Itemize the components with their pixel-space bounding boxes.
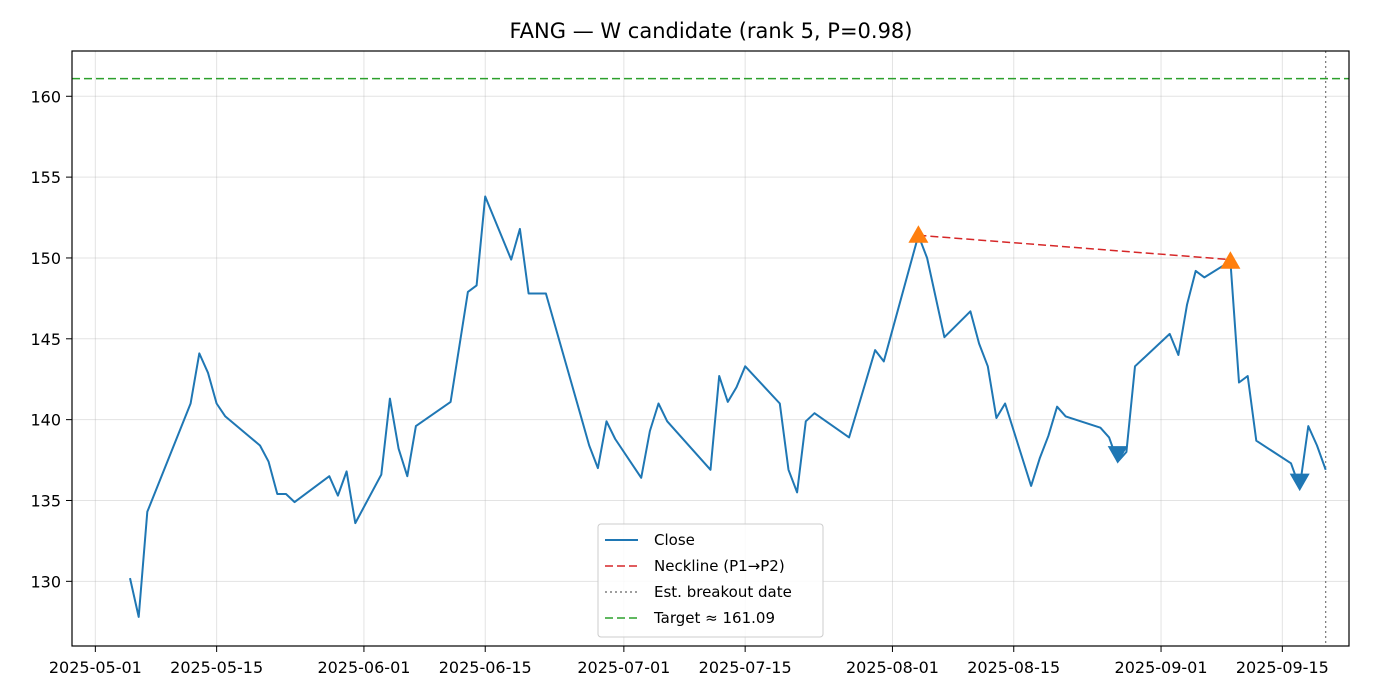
trough-marker	[1107, 446, 1128, 464]
y-axis: 130 135 140 145 150 155 160	[30, 87, 72, 591]
x-tick-label: 2025-05-01	[49, 658, 142, 677]
x-tick-label: 2025-09-01	[1115, 658, 1208, 677]
y-tick-label: 135	[30, 491, 61, 510]
x-tick-label: 2025-08-01	[846, 658, 939, 677]
legend-label: Neckline (P1→P2)	[654, 557, 785, 575]
legend: Close Neckline (P1→P2) Est. breakout date T…	[597, 523, 824, 638]
y-tick-label: 130	[30, 572, 61, 591]
y-tick-label: 145	[30, 330, 61, 349]
legend-label: Est. breakout date	[654, 583, 792, 601]
chart-title: FANG — W candidate (rank 5, P=0.98)	[510, 19, 913, 43]
x-axis: 2025-05-01 2025-05-15 2025-06-01 2025-06-15…	[49, 646, 1329, 677]
x-tick-label: 2025-09-15	[1236, 658, 1329, 677]
x-tick-label: 2025-06-15	[439, 658, 532, 677]
legend-label: Close	[654, 531, 695, 549]
y-tick-label: 150	[30, 249, 61, 268]
x-tick-label: 2025-06-01	[317, 658, 410, 677]
neckline	[918, 234, 1231, 261]
y-tick-label: 160	[30, 87, 61, 106]
legend-label: Target ≈ 161.09	[653, 609, 775, 627]
close-line	[129, 195, 1327, 618]
legend-box	[597, 523, 824, 638]
y-tick-label: 155	[30, 168, 61, 187]
y-tick-label: 140	[30, 411, 61, 430]
plot-frame	[71, 50, 1350, 647]
x-tick-label: 2025-08-15	[967, 658, 1060, 677]
x-tick-label: 2025-07-15	[699, 658, 792, 677]
grid	[72, 51, 1349, 646]
x-tick-label: 2025-05-15	[170, 658, 263, 677]
trough-marker	[1289, 473, 1310, 492]
series-lines	[129, 195, 1327, 618]
peak-marker	[1220, 251, 1241, 269]
peak-marker	[908, 225, 929, 243]
pattern-markers	[908, 225, 1310, 492]
x-tick-label: 2025-07-01	[577, 658, 670, 677]
